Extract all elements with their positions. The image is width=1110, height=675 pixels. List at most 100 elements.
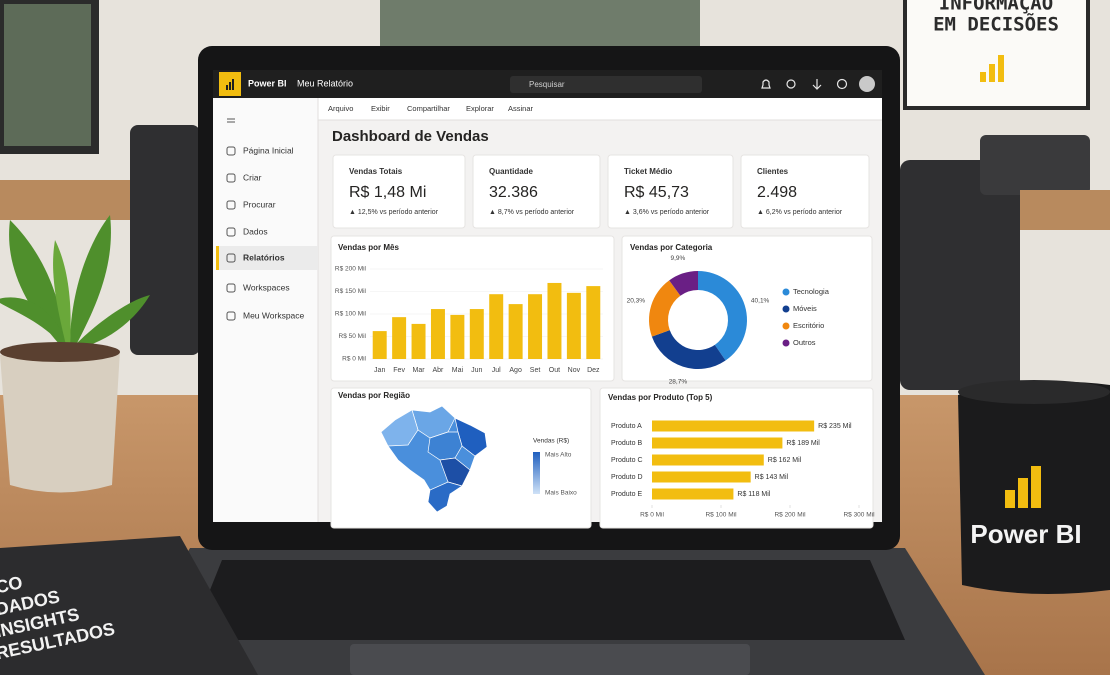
card (621, 235, 873, 382)
bar (469, 309, 484, 359)
poster-text: EM DECISÕES (933, 12, 1059, 36)
sidebar-icon (226, 173, 236, 183)
toolbar-item[interactable]: Explorar (466, 104, 494, 113)
x-tick-label: R$ 300 Mil (843, 512, 875, 519)
toolbar-item[interactable]: Compartilhar (407, 104, 450, 113)
sidebar-item[interactable]: Procurar (243, 199, 276, 209)
trackpad (350, 644, 750, 675)
office-chair (130, 125, 200, 355)
y-tick-label: R$ 100 Mil (335, 311, 367, 318)
bar (508, 304, 523, 359)
y-tick-label: R$ 50 Mil (339, 333, 367, 340)
bar (411, 323, 426, 359)
data-label: 9,9% (670, 255, 685, 262)
donut-slice (649, 280, 681, 337)
plant-pot (0, 350, 120, 493)
toolbar-item[interactable]: Arquivo (328, 104, 353, 113)
x-tick-label: Mai (452, 367, 464, 374)
bar (392, 317, 407, 359)
donut-slice (651, 330, 726, 369)
y-tick-label: Produto D (611, 474, 643, 481)
bar (489, 294, 504, 359)
y-tick-label: Produto C (611, 457, 643, 464)
chart-title: Vendas por Região (338, 391, 410, 400)
poster-logo (980, 55, 1004, 82)
window (0, 0, 95, 150)
donut-slice (669, 271, 698, 296)
x-tick-label: Jun (471, 367, 482, 374)
search-box[interactable] (510, 76, 702, 93)
card (472, 154, 601, 229)
x-tick-label: Mar (413, 367, 426, 374)
sidebar-icon (226, 253, 236, 263)
x-tick-label: Nov (568, 367, 581, 374)
toolbar-item[interactable]: Assinar (508, 104, 534, 113)
x-tick-label: Dez (587, 367, 600, 374)
sidebar-item[interactable]: Workspaces (243, 282, 290, 292)
toolbar (318, 98, 882, 120)
mug-text: Power BI (970, 519, 1081, 549)
menu-icon[interactable] (227, 118, 235, 123)
x-tick-label: Fev (393, 367, 405, 374)
data-label: R$ 143 Mil (755, 474, 789, 481)
bar (652, 471, 751, 483)
legend-swatch (782, 305, 790, 313)
window-frame (0, 0, 99, 154)
mug-rim (958, 380, 1110, 404)
sidebar (213, 98, 318, 522)
y-tick-label: Produto B (611, 440, 642, 447)
kpi-value: R$ 45,73 (624, 184, 689, 201)
bar (372, 331, 387, 359)
legend-swatch (782, 339, 790, 347)
legend-label: Móveis (793, 304, 817, 313)
bar (547, 282, 562, 359)
kpi-label: Ticket Médio (624, 167, 672, 176)
sidebar-item[interactable]: Meu Workspace (243, 310, 305, 320)
x-tick-label: R$ 100 Mil (705, 512, 737, 519)
legend-label: Escritório (793, 321, 824, 330)
sidebar-item[interactable]: Dados (243, 226, 268, 236)
legend-swatch (782, 322, 790, 330)
bar (430, 309, 445, 359)
map-legend-title: Vendas (R$) (533, 438, 569, 445)
map-legend-high: Mais Alto (545, 452, 572, 459)
legend-label: Tecnologia (793, 287, 830, 296)
sidebar-icon (226, 311, 236, 321)
notebook (0, 536, 258, 675)
toolbar-item[interactable]: Exibir (371, 104, 390, 113)
kpi-change: ▲ 12,5% vs período anterior (349, 209, 439, 216)
back-window (380, 0, 700, 48)
x-tick-label: Abr (433, 367, 445, 374)
data-label: R$ 189 Mil (786, 440, 820, 447)
app-name: Power BI (248, 78, 287, 88)
y-tick-label: R$ 200 Mil (335, 266, 367, 273)
legend-swatch (782, 288, 790, 296)
y-tick-label: Produto E (611, 491, 642, 498)
card (332, 154, 466, 229)
poster (903, 0, 1090, 110)
bar (566, 292, 581, 359)
data-label: R$ 162 Mil (768, 457, 802, 464)
app-logo-bars (226, 79, 234, 90)
sidebar-item[interactable]: Página Inicial (243, 145, 294, 155)
data-label: 20,3% (627, 298, 646, 305)
donut-slice (698, 271, 747, 361)
sidebar-item[interactable]: Relatórios (243, 252, 285, 262)
office-chair (980, 135, 1090, 195)
plant-soil (0, 342, 120, 362)
search-placeholder[interactable]: Pesquisar (529, 80, 565, 89)
topbar-icons[interactable] (761, 78, 848, 90)
poster-text: INFORMAÇÃO (939, 0, 1053, 15)
sidebar-icon (226, 200, 236, 210)
card (607, 154, 734, 229)
y-tick-label: R$ 0 Mil (342, 356, 366, 363)
sidebar-item[interactable]: Criar (243, 172, 262, 182)
avatar[interactable] (859, 76, 875, 92)
page-title: Dashboard de Vendas (332, 128, 489, 145)
bar (652, 488, 734, 500)
chart-title: Vendas por Categoria (630, 243, 713, 252)
x-tick-label: R$ 200 Mil (774, 512, 806, 519)
bar (450, 314, 465, 359)
kpi-change: ▲ 3,6% vs período anterior (624, 209, 710, 216)
